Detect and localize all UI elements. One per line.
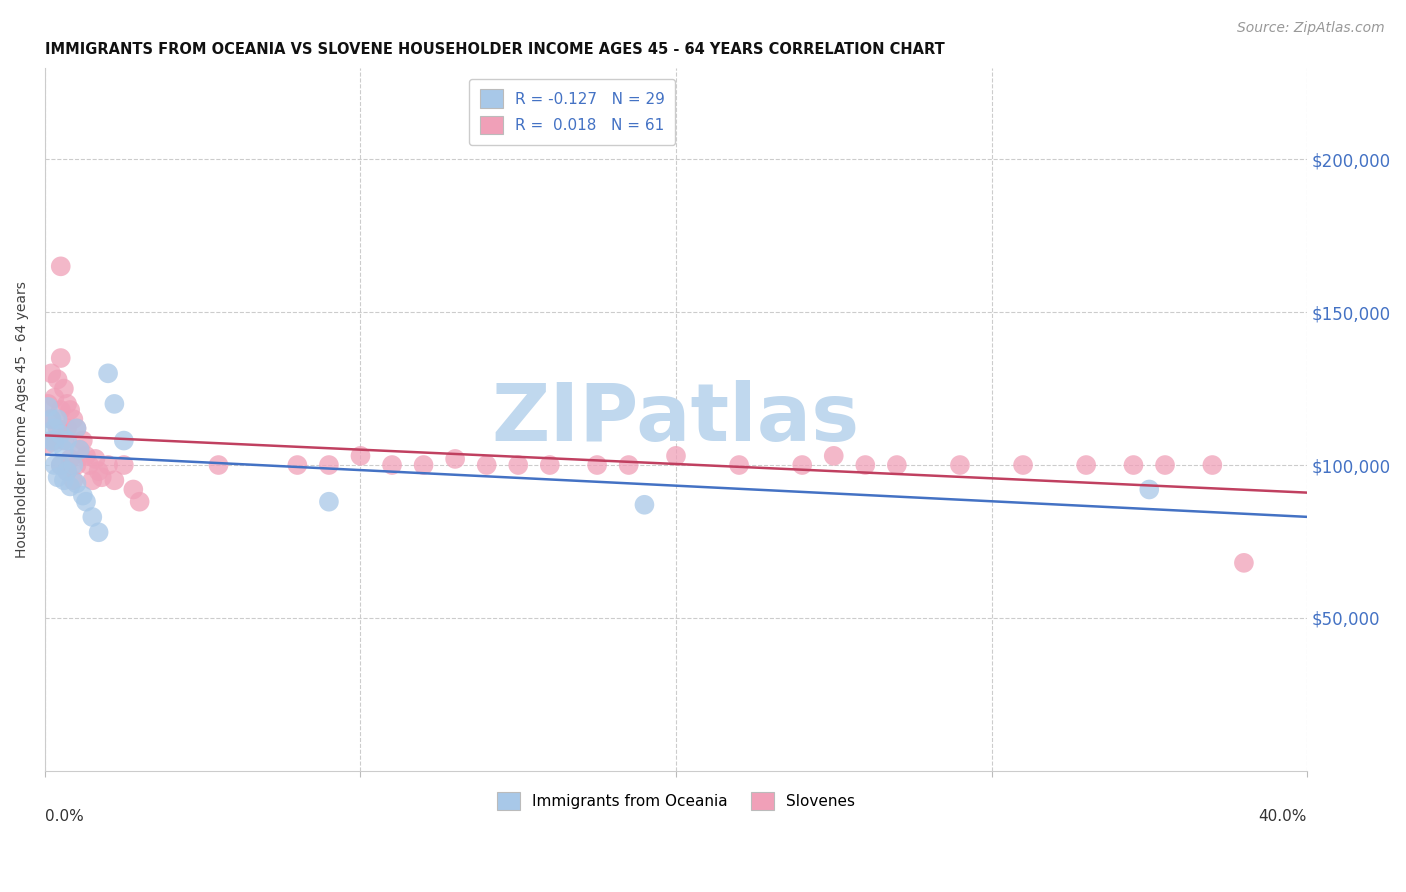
Point: [823, 449, 845, 463]
Text: 40.0%: 40.0%: [1258, 809, 1308, 824]
Point: [65, 476, 87, 491]
Point: [62, 458, 84, 472]
Point: [318, 458, 340, 472]
Point: [103, 397, 125, 411]
Point: [65, 458, 87, 472]
Point: [1154, 458, 1177, 472]
Point: [37, 436, 59, 450]
Point: [75, 494, 97, 508]
Point: [349, 449, 371, 463]
Point: [49, 260, 72, 274]
Point: [52, 442, 75, 457]
Point: [39, 434, 62, 448]
Point: [39, 412, 62, 426]
Point: [44, 391, 66, 405]
Point: [82, 510, 104, 524]
Point: [82, 473, 104, 487]
Point: [949, 458, 972, 472]
Point: [44, 436, 66, 450]
Point: [1137, 483, 1160, 497]
Point: [77, 458, 100, 472]
Point: [49, 351, 72, 365]
Point: [207, 458, 229, 472]
Point: [65, 421, 87, 435]
Point: [1076, 458, 1098, 472]
Text: IMMIGRANTS FROM OCEANIA VS SLOVENE HOUSEHOLDER INCOME AGES 45 - 64 YEARS CORRELA: IMMIGRANTS FROM OCEANIA VS SLOVENE HOUSE…: [45, 42, 945, 57]
Point: [46, 421, 69, 435]
Point: [56, 421, 79, 435]
Point: [46, 372, 69, 386]
Point: [97, 367, 120, 381]
Text: Source: ZipAtlas.com: Source: ZipAtlas.com: [1237, 21, 1385, 35]
Point: [112, 434, 135, 448]
Point: [69, 442, 91, 457]
Point: [87, 525, 110, 540]
Point: [72, 489, 94, 503]
Point: [59, 403, 82, 417]
Point: [52, 473, 75, 487]
Point: [97, 458, 120, 472]
Point: [1012, 458, 1035, 472]
Point: [39, 367, 62, 381]
Y-axis label: Householder Income Ages 45 - 64 years: Householder Income Ages 45 - 64 years: [15, 281, 30, 558]
Text: 0.0%: 0.0%: [45, 809, 84, 824]
Point: [62, 473, 84, 487]
Point: [49, 427, 72, 442]
Point: [39, 412, 62, 426]
Point: [318, 494, 340, 508]
Point: [381, 458, 404, 472]
Point: [1233, 556, 1256, 570]
Point: [792, 458, 814, 472]
Point: [65, 421, 87, 435]
Point: [56, 464, 79, 478]
Point: [49, 403, 72, 417]
Point: [56, 434, 79, 448]
Point: [49, 458, 72, 472]
Point: [44, 458, 66, 472]
Point: [56, 397, 79, 411]
Point: [87, 464, 110, 478]
Point: [508, 458, 530, 472]
Point: [59, 479, 82, 493]
Point: [46, 470, 69, 484]
Point: [665, 449, 688, 463]
Point: [617, 458, 640, 472]
Point: [412, 458, 434, 472]
Point: [49, 458, 72, 472]
Point: [90, 470, 112, 484]
Point: [37, 397, 59, 411]
Point: [538, 458, 561, 472]
Point: [46, 412, 69, 426]
Point: [444, 451, 467, 466]
Point: [52, 434, 75, 448]
Text: ZIPatlas: ZIPatlas: [492, 380, 860, 458]
Legend: Immigrants from Oceania, Slovenes: Immigrants from Oceania, Slovenes: [488, 782, 865, 820]
Point: [128, 494, 150, 508]
Point: [56, 464, 79, 478]
Point: [586, 458, 609, 472]
Point: [475, 458, 498, 472]
Point: [633, 498, 655, 512]
Point: [287, 458, 309, 472]
Point: [44, 421, 66, 435]
Point: [84, 451, 107, 466]
Point: [122, 483, 145, 497]
Point: [75, 449, 97, 463]
Point: [103, 473, 125, 487]
Point: [886, 458, 908, 472]
Point: [59, 451, 82, 466]
Point: [728, 458, 751, 472]
Point: [62, 412, 84, 426]
Point: [112, 458, 135, 472]
Point: [1201, 458, 1223, 472]
Point: [853, 458, 876, 472]
Point: [72, 434, 94, 448]
Point: [52, 382, 75, 396]
Point: [1122, 458, 1144, 472]
Point: [44, 434, 66, 448]
Point: [69, 442, 91, 457]
Point: [37, 400, 59, 414]
